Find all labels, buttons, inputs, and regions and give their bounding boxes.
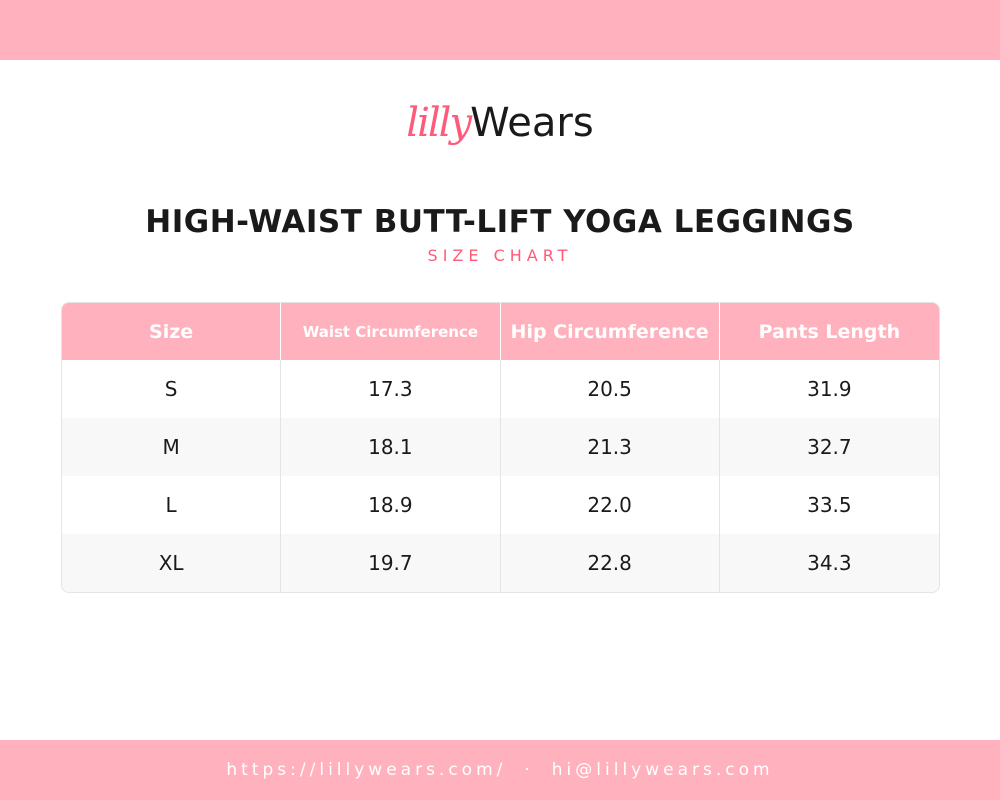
subtitle: SIZE CHART bbox=[427, 246, 573, 265]
table-cell: 22.0 bbox=[501, 476, 720, 534]
email: hi@lillywears.com bbox=[551, 760, 774, 780]
column-header: Hip Circumference bbox=[500, 303, 720, 360]
table-cell: 32.7 bbox=[719, 418, 939, 476]
logo-script: lilly bbox=[406, 100, 472, 146]
table-cell: S bbox=[62, 360, 282, 418]
table-row: M 18.1 21.3 32.7 bbox=[62, 418, 939, 476]
website: https://lillywears.com/ bbox=[226, 760, 507, 780]
table-row: S 17.3 20.5 31.9 bbox=[62, 360, 939, 418]
footer: https://lillywears.com/ · hi@lillywears.… bbox=[0, 740, 1000, 800]
column-header: Waist Circumference bbox=[281, 303, 501, 360]
table-cell: 18.9 bbox=[281, 476, 501, 534]
table-cell: M bbox=[62, 418, 282, 476]
table-cell: 31.9 bbox=[807, 377, 852, 401]
table-cell: L bbox=[62, 476, 282, 534]
table-cell: 18.1 bbox=[281, 418, 501, 476]
table-cell: 34.3 bbox=[719, 534, 939, 592]
table-cell: XL bbox=[62, 534, 282, 592]
column-header: Size bbox=[62, 303, 282, 360]
table-cell: 17.3 bbox=[281, 360, 501, 418]
table-cell: 20.5 bbox=[501, 360, 720, 418]
logo-bold: Wears bbox=[470, 100, 594, 146]
separator: · bbox=[524, 760, 534, 780]
table-cell: 21.3 bbox=[500, 418, 720, 476]
table-body: S 17.3 20.5 31.9 M 18.1 21.3 32.7 L 18.9 22.0 33.5 X… bbox=[62, 360, 939, 592]
table-cell: 33.5 bbox=[807, 493, 852, 517]
header-row: Size Waist Circumference Hip Circumferen… bbox=[62, 303, 939, 360]
table-cell: 19.7 bbox=[281, 534, 501, 592]
table-row: L 18.9 22.0 33.5 bbox=[62, 476, 939, 534]
table-cell: 22.8 bbox=[500, 534, 720, 592]
logo: lillyWears bbox=[0, 100, 1000, 146]
top-band bbox=[0, 0, 1000, 60]
size-table: Size Waist Circumference Hip Circumferen… bbox=[61, 302, 940, 593]
title: HIGH-WAIST BUTT-LIFT YOGA LEGGINGS bbox=[145, 204, 855, 240]
column-header: Pants Length bbox=[719, 303, 939, 360]
table-row: XL 19.7 22.8 34.3 bbox=[62, 534, 939, 592]
